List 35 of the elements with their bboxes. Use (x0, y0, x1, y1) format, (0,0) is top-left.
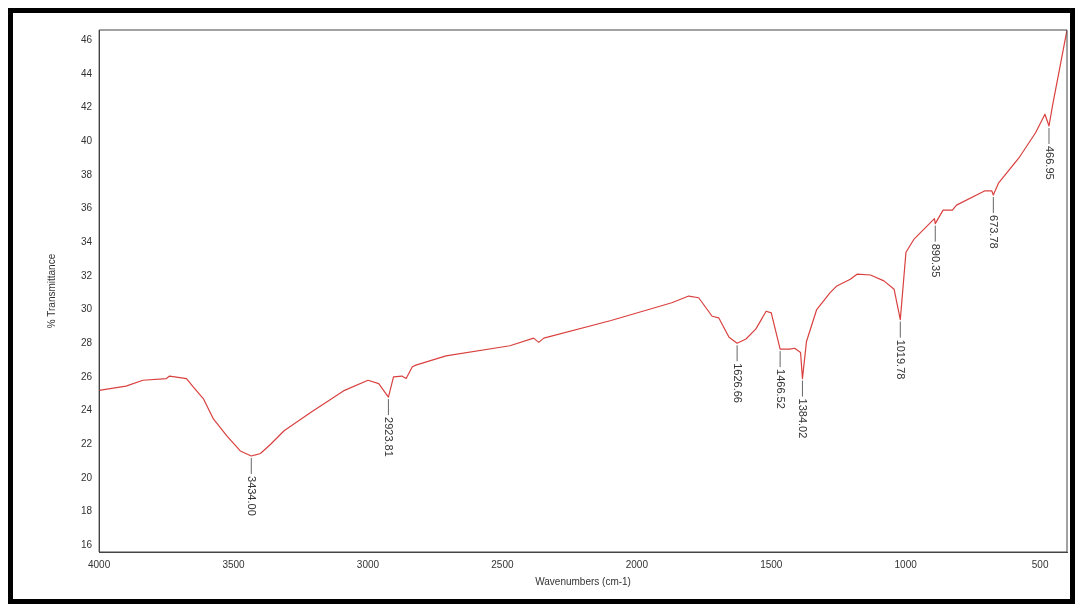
x-tick-label: 1000 (894, 558, 918, 570)
x-axis-title: Wavenumbers (cm-1) (535, 575, 631, 587)
y-tick-label: 24 (81, 404, 93, 416)
annotation: 1466.52 (775, 369, 788, 409)
annotation: 1019.78 (895, 339, 908, 380)
annotation: 890.35 (930, 243, 943, 278)
y-tick-label: 22 (81, 437, 93, 449)
annotation: 1384.02 (797, 398, 810, 439)
y-tick-label: 36 (81, 202, 93, 214)
y-tick-label: 18 (81, 505, 93, 517)
y-tick-label: 30 (81, 303, 93, 315)
annotation: 2923.81 (383, 417, 396, 457)
y-tick-label: 34 (81, 235, 93, 247)
annotation: 466.95 (1043, 145, 1056, 180)
annotation: 1626.66 (732, 363, 745, 403)
y-tick-label: 26 (81, 370, 93, 382)
y-tick-label: 16 (81, 539, 93, 551)
y-tick-label: 44 (81, 67, 93, 79)
x-tick-label: 4000 (88, 558, 111, 570)
y-tick-label: 46 (81, 33, 93, 45)
annotation: 673.78 (988, 215, 1001, 249)
y-tick-label: 42 (81, 101, 93, 113)
y-tick-label: 38 (81, 168, 93, 180)
x-tick-label: 2500 (491, 558, 514, 570)
y-tick-label: 32 (81, 269, 93, 281)
x-tick-label: 3000 (356, 558, 380, 570)
y-tick-label: 40 (81, 134, 93, 146)
y-axis-title: % Transmittance (45, 253, 57, 329)
y-tick-label: 20 (81, 471, 93, 483)
x-tick-label: 1500 (760, 558, 783, 570)
x-tick-label: 2000 (625, 558, 649, 570)
y-tick-label: 28 (81, 336, 93, 348)
annotation: 3434.00 (246, 476, 259, 516)
x-tick-label: 3500 (222, 558, 246, 570)
x-tick-label: 500 (1031, 558, 1049, 570)
